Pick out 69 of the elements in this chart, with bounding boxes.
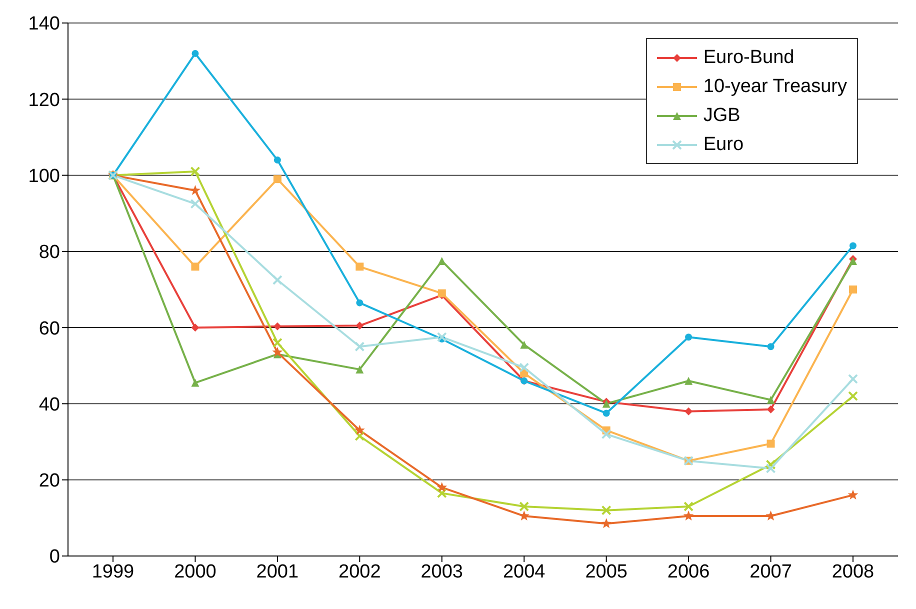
point [356,365,364,374]
y-tick-label: 0 [49,546,60,568]
x-tick-label: 2002 [338,561,381,582]
x-tick-label: 2004 [502,561,546,582]
point [602,410,610,417]
point [520,340,528,349]
point [849,286,857,294]
point [190,166,200,176]
point [766,440,775,448]
point [519,362,530,373]
point [684,376,693,385]
point [766,460,776,470]
x-tick-label: 2003 [420,561,464,582]
point [683,510,694,520]
x-tick-label: 2000 [174,561,216,582]
point [436,488,447,498]
point [685,334,692,341]
point [684,502,694,512]
point [273,322,282,330]
point [272,346,283,357]
x-tick-label: 2006 [667,561,710,582]
point [766,463,776,474]
point [601,518,612,528]
point [601,429,612,440]
y-tick-label: 120 [28,90,60,111]
y-tick-label: 60 [38,318,60,340]
point [354,342,365,352]
point [767,343,774,350]
point [848,490,858,500]
y-tick-label: 140 [28,14,60,35]
point [191,324,200,332]
point [354,431,365,442]
point [766,405,775,414]
legend-label: Euro-Bund [703,46,794,68]
point [272,274,282,285]
x-tick-label: 2007 [750,561,792,582]
point [190,185,200,195]
y-tick-label: 20 [38,470,60,492]
point [601,505,612,516]
legend-label: 10-year Treasury [703,76,847,98]
legend-label: JGB [703,104,740,126]
point [438,256,446,265]
x-tick-label: 2001 [256,561,299,582]
x-tick-label: 2008 [832,561,874,582]
point [684,407,693,416]
point [436,482,448,492]
point [848,374,858,384]
point [436,332,447,342]
point [519,502,530,512]
point [356,262,364,271]
point [191,262,200,271]
point [274,156,281,164]
x-tick-label: 1999 [92,561,134,582]
point [848,391,858,402]
legend-label: Euro [703,134,744,156]
point [356,299,364,306]
point [356,322,364,330]
point [354,424,365,435]
y-tick-label: 100 [28,166,60,188]
point [192,50,199,57]
y-tick-label: 40 [38,394,60,416]
point [272,338,282,348]
y-tick-label: 80 [38,242,60,264]
x-tick-label: 2005 [585,561,628,582]
point [191,378,200,387]
point [850,242,856,250]
point [190,198,200,209]
point [273,175,282,184]
point [766,396,775,404]
